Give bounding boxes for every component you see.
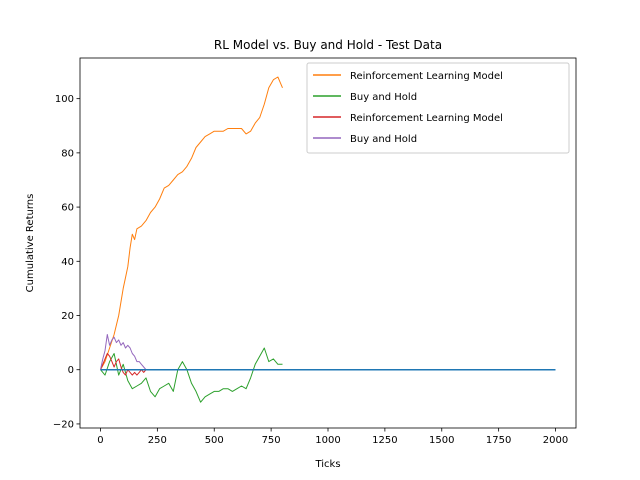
x-tick-label: 1250 [372,435,397,446]
y-axis-label: Cumulative Returns [25,194,36,293]
x-tick-label: 750 [262,435,281,446]
y-tick-label: 40 [61,257,74,268]
legend-label: Buy and Hold [350,134,417,145]
y-tick-label: −20 [53,419,74,430]
y-tick-label: 0 [68,365,74,376]
y-tick-label: 60 [61,203,74,214]
x-tick-label: 1000 [315,435,340,446]
legend-label: Reinforcement Learning Model [350,113,503,124]
x-tick-label: 0 [97,435,103,446]
legend-label: Reinforcement Learning Model [350,71,503,82]
series-line-0 [100,76,283,370]
axis-ticks: 0 250 500 750 1000 1250 1500 1750 2000 −20 0 20 40 60… [53,94,568,446]
series-line-2 [100,353,147,376]
y-tick-label: 100 [55,94,74,105]
x-axis-label: Ticks [314,459,340,470]
y-tick-label: 80 [61,148,74,159]
legend: Reinforcement Learning Model Buy and Hold… [306,62,570,154]
plot-frame [79,57,577,429]
x-tick-label: 500 [205,435,224,446]
x-tick-label: 250 [148,435,167,446]
x-tick-label: 1750 [486,435,511,446]
legend-box [306,62,570,154]
plot-lines [100,76,556,403]
series-line-1 [100,347,283,403]
chart-title: RL Model vs. Buy and Hold - Test Data [214,38,442,52]
x-tick-label: 2000 [543,435,568,446]
series-line-3 [100,334,147,371]
y-tick-label: 20 [61,311,74,322]
x-tick-label: 1500 [429,435,454,446]
legend-label: Buy and Hold [350,92,417,103]
